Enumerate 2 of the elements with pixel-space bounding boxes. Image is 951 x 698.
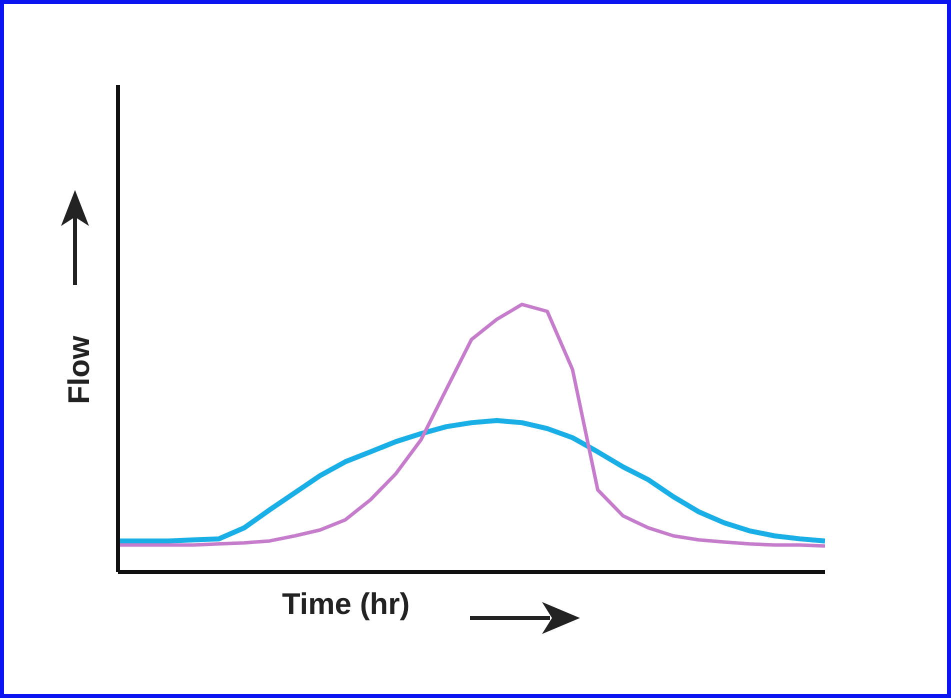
x-axis-title: Time (hr) bbox=[282, 588, 410, 622]
y-axis-title: Flow bbox=[63, 336, 97, 404]
